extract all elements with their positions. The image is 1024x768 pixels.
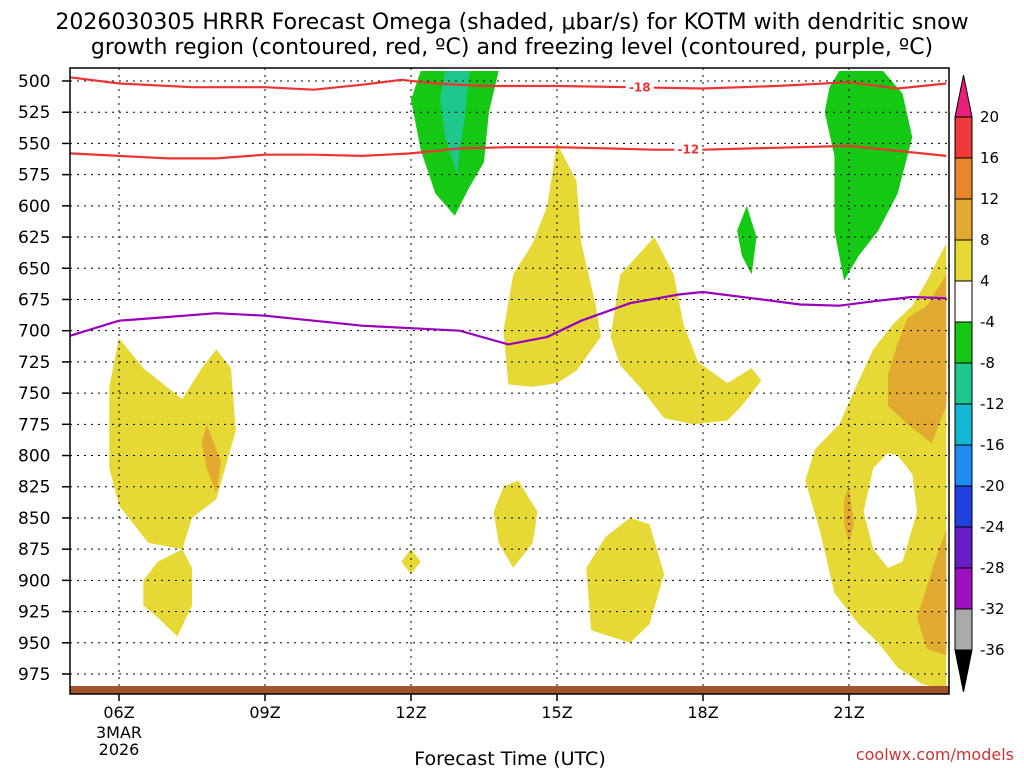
contour-labels: -18 -12: [625, 80, 703, 157]
colorbar-tick-16: 16: [980, 149, 999, 167]
colorbar-bin-11: [954, 526, 973, 569]
y-tick-label-900: 900: [18, 571, 50, 591]
colorbar-bin-5: [954, 280, 973, 323]
colorbar-tick-minus12: -12: [980, 395, 1005, 413]
colorbar-tick-minus4: -4: [980, 313, 995, 331]
colorbar-bin-6: [954, 321, 973, 364]
x-tick-label-15Z: 15Z: [541, 703, 572, 722]
y-tick-label-825: 825: [18, 478, 50, 498]
terrain-ground: [70, 686, 949, 694]
y-tick-label-625: 625: [18, 228, 50, 248]
y-tick-label-950: 950: [18, 634, 50, 654]
omega-region-8: [824, 71, 913, 281]
title-line-2: growth region (contoured, red, ºC) and f…: [91, 35, 933, 60]
omega-region-7: [737, 205, 757, 275]
y-tick-label-600: 600: [18, 197, 50, 217]
y-tick-label-550: 550: [18, 134, 50, 154]
x-tick-label-18Z: 18Z: [687, 703, 718, 722]
colorbar-top-arrow: [954, 74, 973, 118]
y-tick-label-725: 725: [18, 353, 50, 373]
omega-region-2: [201, 424, 222, 493]
y-tick-label-650: 650: [18, 259, 50, 279]
colorbar-bin-12: [954, 567, 973, 610]
colorbar-tick-minus28: -28: [980, 559, 1005, 577]
colorbar-tick-20: 20: [980, 108, 999, 126]
credit-link[interactable]: coolwx.com/models: [856, 745, 1014, 764]
omega-region-5: [503, 143, 601, 387]
colorbar-tick-12: 12: [980, 190, 999, 208]
isotherm-label-bg-0: [625, 80, 654, 95]
y-tick-label-500: 500: [18, 72, 50, 92]
plot-frame: [69, 67, 950, 695]
x-tick-label-06Z: 06Z: [103, 703, 134, 722]
colorbar-bin-2: [954, 157, 973, 200]
y-axis: 500 525 550 575 600 625 650 675 700 725 750 775 800 8…: [18, 72, 70, 685]
isotherm-label-0: -18: [629, 80, 651, 94]
colorbar-tick-8: 8: [980, 231, 990, 249]
x-tick-label-09Z: 09Z: [249, 703, 280, 722]
colorbar-bin-1: [954, 116, 973, 159]
colorbar-bottom-arrow: [954, 649, 973, 693]
y-tick-label-975: 975: [18, 665, 50, 685]
y-tick-label-525: 525: [18, 103, 50, 123]
y-tick-label-850: 850: [18, 509, 50, 529]
isotherm-minus12: [70, 144, 947, 160]
x-tick-sublabel-06Z-0: 3MAR: [96, 723, 142, 742]
y-tick-label-775: 775: [18, 415, 50, 435]
omega-region-0: [109, 338, 236, 550]
colorbar-tick-minus16: -16: [980, 436, 1005, 454]
omega-hole-0: [863, 453, 918, 568]
title-line-1: 2026030305 HRRR Forecast Omega (shaded, …: [55, 10, 968, 35]
omega-region-4: [440, 71, 470, 175]
y-tick-label-575: 575: [18, 166, 50, 186]
colorbar-tick-minus20: -20: [980, 477, 1005, 495]
plot-area: [70, 68, 949, 694]
colorbar-tick-minus8: -8: [980, 354, 995, 372]
y-tick-label-875: 875: [18, 540, 50, 560]
omega-region-14: [917, 530, 947, 656]
y-tick-label-700: 700: [18, 322, 50, 342]
colorbar-bin-8: [954, 403, 973, 446]
isotherm-label-bg-1: [674, 142, 703, 157]
y-tick-label-800: 800: [18, 447, 50, 467]
colorbar-bin-4: [954, 239, 973, 282]
y-tick-label-925: 925: [18, 603, 50, 623]
y-tick-label-750: 750: [18, 384, 50, 404]
y-tick-label-675: 675: [18, 290, 50, 310]
colorbar-tick-minus24: -24: [980, 518, 1005, 536]
omega-region-13: [887, 274, 947, 443]
colorbar-tick-minus32: -32: [980, 600, 1005, 618]
omega-region-9: [493, 480, 538, 568]
omega-region-6: [610, 237, 762, 425]
x-tick-sublabel-06Z-1: 2026: [99, 740, 140, 759]
colorbar-bin-7: [954, 362, 973, 405]
omega-region-15: [844, 486, 854, 543]
colorbar-bin-10: [954, 485, 973, 528]
x-tick-label-12Z: 12Z: [395, 703, 426, 722]
freezing-level-line: [70, 290, 947, 346]
x-tick-label-21Z: 21Z: [833, 703, 864, 722]
colorbar-bin-9: [954, 444, 973, 487]
colorbar-bin-13: [954, 608, 973, 651]
omega-region-1: [143, 549, 192, 637]
isotherm-minus18: [70, 76, 947, 91]
isotherm-label-1: -12: [678, 143, 700, 157]
colorbar-bin-3: [954, 198, 973, 241]
omega-region-10: [401, 549, 421, 575]
contour-lines: [70, 76, 947, 346]
x-axis-label: Forecast Time (UTC): [414, 748, 605, 768]
colorbar-tick-4: 4: [980, 272, 990, 290]
omega-shading: [109, 71, 947, 691]
colorbar: 20 16 12 8 4 -4 -8 -12 -16 -20 -24 -28 -32 -36: [954, 74, 1005, 693]
colorbar-tick-minus36: -36: [980, 641, 1005, 659]
